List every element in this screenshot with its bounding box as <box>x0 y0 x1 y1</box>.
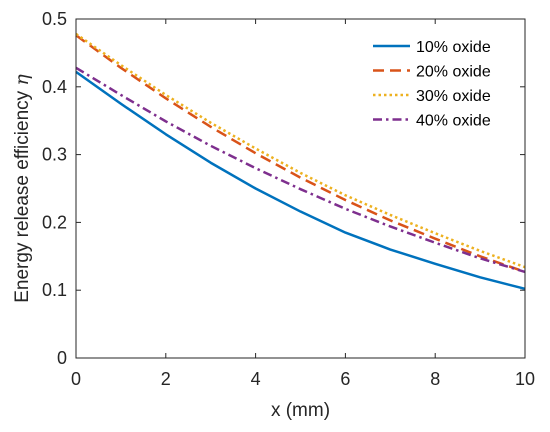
y-tick-label: 0.4 <box>42 77 67 97</box>
x-tick-label: 4 <box>251 369 261 389</box>
y-tick-label: 0.2 <box>42 212 67 232</box>
x-tick-label: 6 <box>340 369 350 389</box>
y-tick-label: 0 <box>57 348 67 368</box>
series-line-1 <box>75 70 526 291</box>
y-axis-label-symbol: η <box>11 74 33 86</box>
legend-label: 30% oxide <box>416 88 491 105</box>
series-lines <box>75 32 526 291</box>
y-tick-label: 0.5 <box>42 9 67 29</box>
x-tick-label: 2 <box>161 369 171 389</box>
series-line-2 <box>75 34 526 274</box>
x-tick-label: 10 <box>515 369 535 389</box>
series-line-3 <box>75 32 526 269</box>
legend: 10% oxide 20% oxide 30% oxide 40% oxide <box>373 39 491 130</box>
y-tick-label: 0.1 <box>42 280 67 300</box>
plot-area-border <box>75 18 526 359</box>
y-tick-label: 0.3 <box>42 145 67 165</box>
y-axis-ticks: 0 0.1 0.2 0.3 0.4 0.5 <box>42 9 525 368</box>
legend-label: 20% oxide <box>416 64 491 81</box>
series-line-4 <box>75 66 526 274</box>
x-axis-ticks: 0 2 4 6 8 10 <box>71 19 535 389</box>
y-axis-label: Energy release efficiency η <box>11 74 33 303</box>
legend-label: 40% oxide <box>416 113 491 130</box>
x-axis-label: x (mm) <box>271 400 330 421</box>
x-tick-label: 0 <box>71 369 81 389</box>
legend-label: 10% oxide <box>416 39 491 56</box>
x-tick-label: 8 <box>430 369 440 389</box>
y-axis-label-text: Energy release efficiency <box>12 86 33 303</box>
